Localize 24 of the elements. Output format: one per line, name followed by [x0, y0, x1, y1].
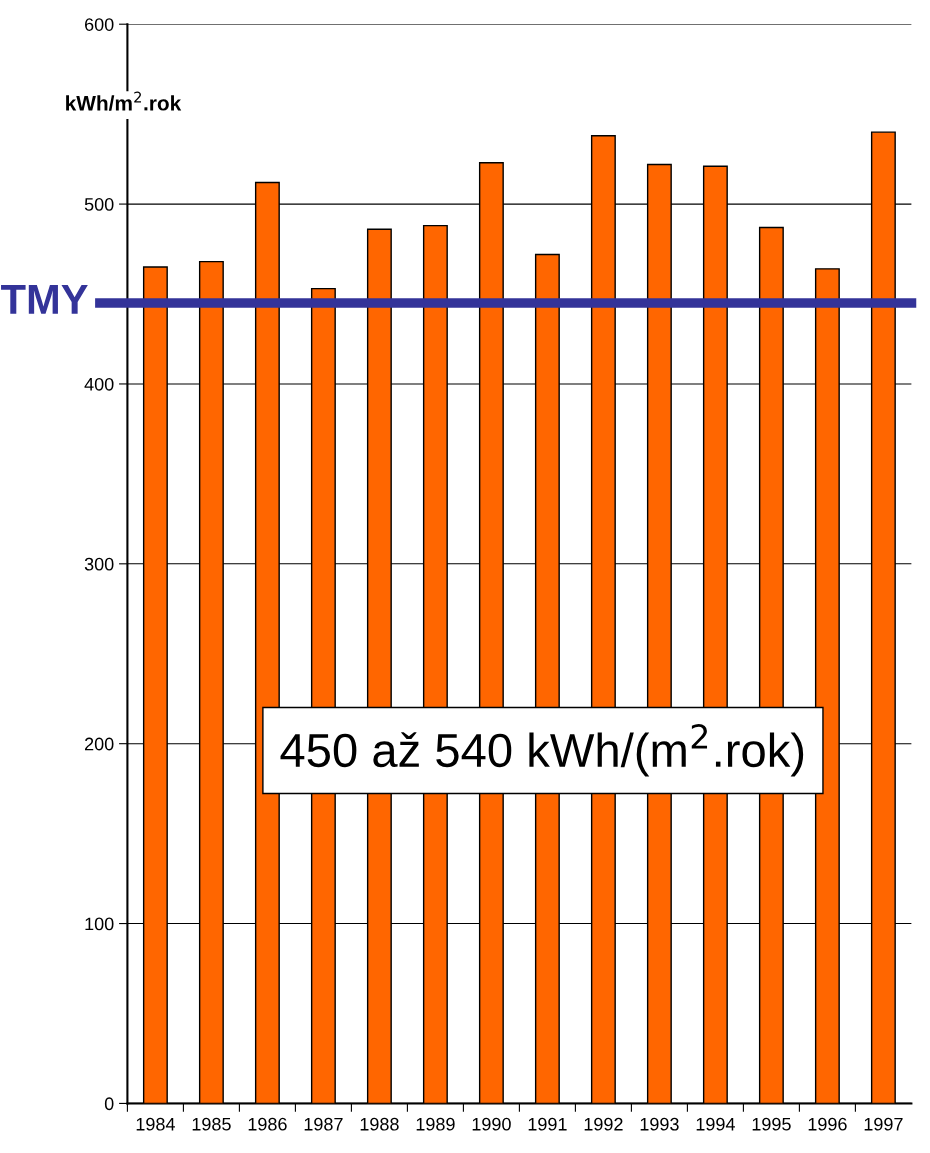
x-tick-label: 1986 — [248, 1117, 287, 1131]
ref-line-label: TMY — [1, 285, 88, 314]
y-tick-label: 300 — [84, 557, 114, 571]
x-tick-label: 1988 — [360, 1117, 399, 1131]
annotation: 450 až 540 kWh/(m$^{2}$.rok) — [280, 724, 804, 777]
x-tick-label: 1987 — [304, 1117, 343, 1131]
x-tick-label: 1995 — [752, 1117, 791, 1131]
x-tick-label: 1997 — [864, 1117, 903, 1131]
x-tick-label: 1996 — [808, 1117, 847, 1131]
y-tick-label: 200 — [85, 737, 114, 751]
y-tick-label: 400 — [84, 377, 114, 391]
x-tick-label: 1984 — [136, 1117, 175, 1131]
x-tick-label: 1993 — [640, 1117, 679, 1131]
x-tick-label: 1992 — [584, 1117, 623, 1131]
y-tick-label: 500 — [84, 198, 114, 211]
y-axis-title: kWh/m$^{2}$.rok — [66, 91, 182, 111]
x-tick-label: 1994 — [696, 1117, 735, 1131]
x-tick-label: 1990 — [472, 1117, 511, 1131]
x-tick-label: 1985 — [192, 1117, 231, 1131]
y-tick-label: 0 — [104, 1097, 114, 1111]
x-tick-label: 1991 — [528, 1117, 567, 1131]
y-tick-label: 100 — [85, 917, 114, 931]
y-tick-label: 600 — [85, 18, 114, 31]
x-tick-label: 1989 — [416, 1117, 455, 1131]
